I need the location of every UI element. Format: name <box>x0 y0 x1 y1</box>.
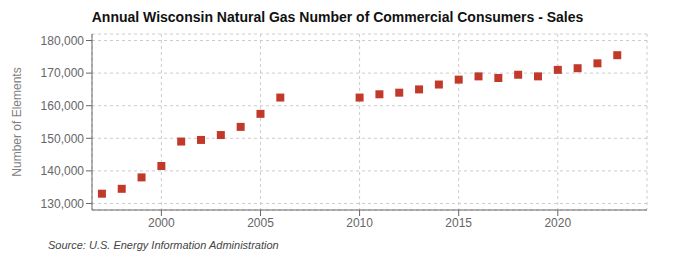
svg-text:130,000: 130,000 <box>41 197 85 211</box>
svg-text:140,000: 140,000 <box>41 164 85 178</box>
svg-text:2020: 2020 <box>544 216 571 230</box>
svg-text:180,000: 180,000 <box>41 34 85 48</box>
svg-text:160,000: 160,000 <box>41 99 85 113</box>
html-text:Annual Wisconsin Natural Gas N: Annual Wisconsin Natural Gas Number of C… <box>91 9 584 25</box>
svg-text:2015: 2015 <box>445 216 472 230</box>
svg-text:2010: 2010 <box>346 216 373 230</box>
svg-text:170,000: 170,000 <box>41 66 85 80</box>
svg-text:2000: 2000 <box>148 216 175 230</box>
svg-text:2005: 2005 <box>247 216 274 230</box>
svg-text:150,000: 150,000 <box>41 132 85 146</box>
html-text:Source: U.S. Energy Informatio: Source: U.S. Energy Information Administ… <box>48 239 279 251</box>
svg-text:Number of Elements: Number of Elements <box>10 67 24 176</box>
